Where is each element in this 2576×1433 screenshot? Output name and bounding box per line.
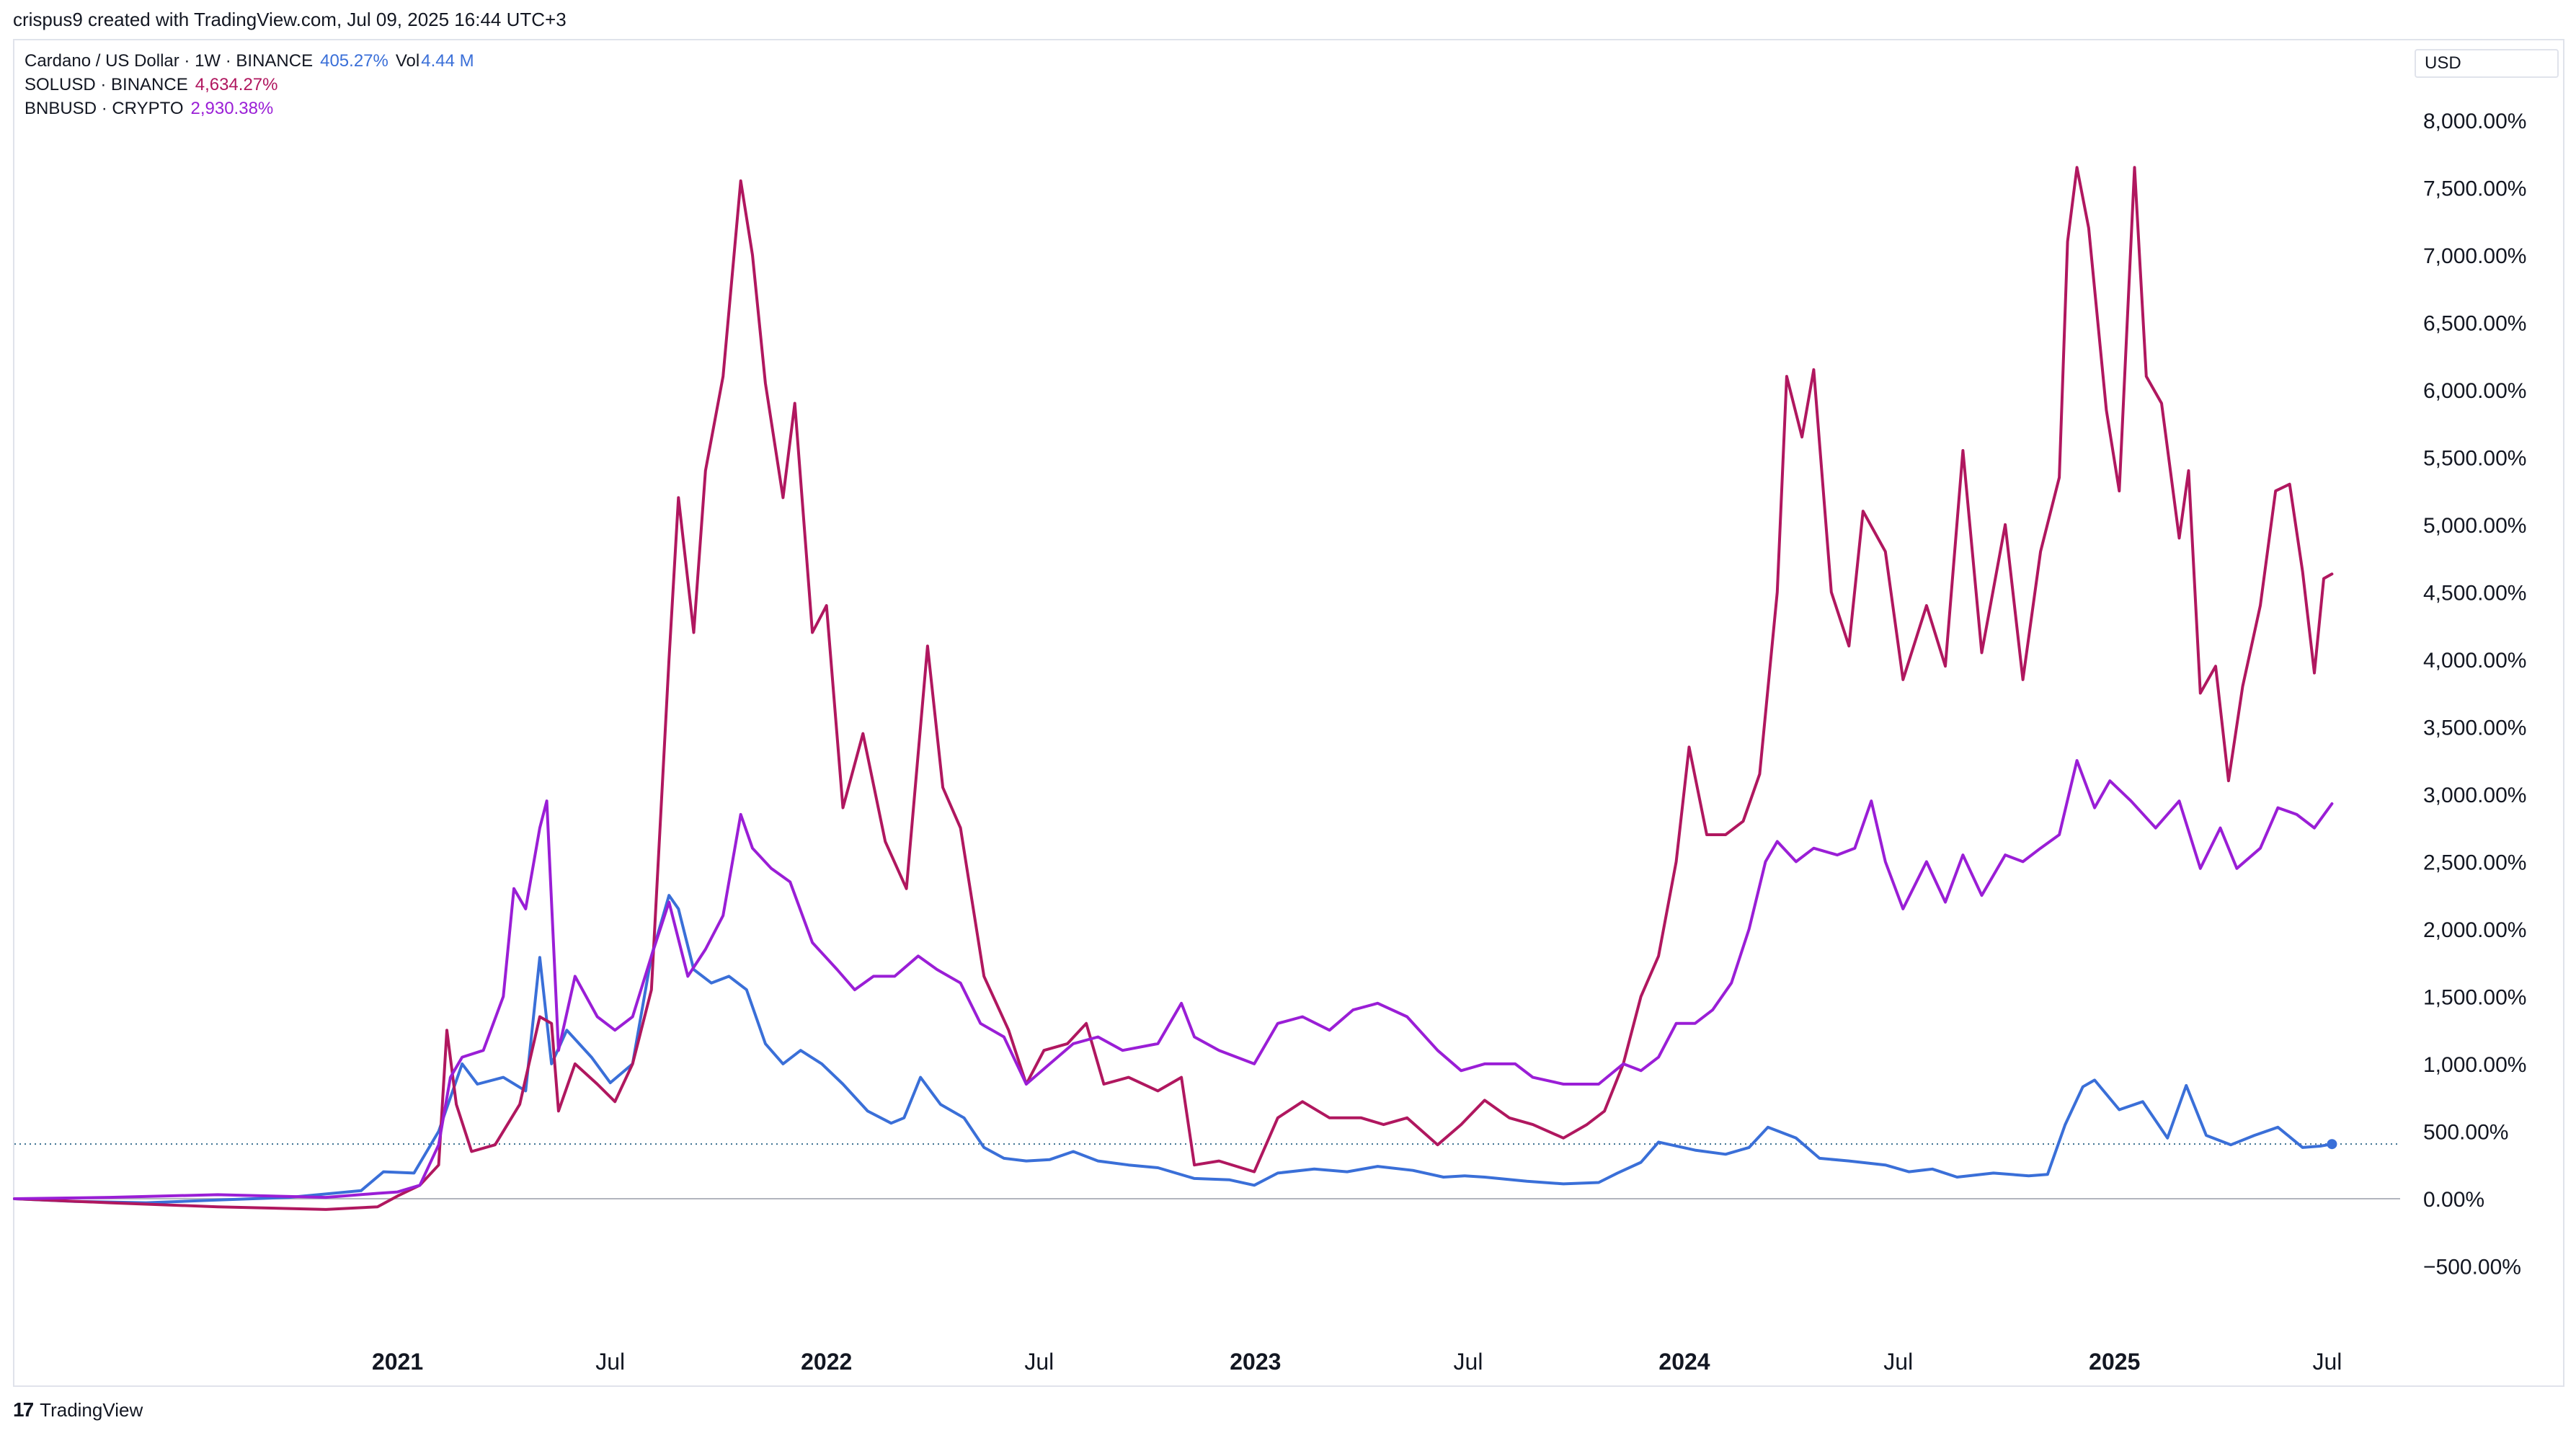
tradingview-brand[interactable]: 17 TradingView <box>13 1398 143 1421</box>
y-tick-label: 7,000.00% <box>2423 244 2526 268</box>
y-tick-label: 8,000.00% <box>2423 110 2526 133</box>
y-tick-label: 3,500.00% <box>2423 716 2526 740</box>
y-tick-label: 4,500.00% <box>2423 581 2526 605</box>
y-axis[interactable]: 8,000.00% 7,500.00% 7,000.00% 6,500.00% 6,00… <box>2423 110 2526 1279</box>
legend-ada-value: 405.27% <box>320 51 388 71</box>
series-line-bnb[interactable] <box>13 759 2334 1200</box>
y-tick-label: 0.00% <box>2423 1188 2484 1212</box>
legend-ada-vol-label: Vol <box>395 51 420 71</box>
x-tick-label: Jul <box>1454 1349 1483 1375</box>
y-tick-label: 1,000.00% <box>2423 1053 2526 1077</box>
x-axis[interactable]: 2021 Jul 2022 Jul 2023 Jul 2024 Jul 2025 Jul <box>372 1349 2342 1375</box>
legend-row-bnb[interactable]: BNBUSD · CRYPTO 2,930.38% <box>25 97 481 120</box>
y-tick-label: 500.00% <box>2423 1120 2508 1144</box>
ada-last-point[interactable] <box>2327 1139 2337 1150</box>
legend: Cardano / US Dollar · 1W · BINANCE 405.27… <box>25 49 481 120</box>
y-tick-label: 5,000.00% <box>2423 514 2526 538</box>
y-tick-label: 1,500.00% <box>2423 985 2526 1009</box>
x-tick-label: 2021 <box>372 1349 423 1375</box>
x-tick-label: 2024 <box>1658 1349 1710 1375</box>
series-line-sol[interactable] <box>13 166 2334 1211</box>
legend-bnb-name: BNBUSD · CRYPTO <box>25 99 184 118</box>
x-tick-label: Jul <box>1024 1349 1054 1375</box>
legend-ada-vol-value: 4.44 M <box>421 51 474 71</box>
y-tick-label: 6,000.00% <box>2423 379 2526 403</box>
series-lines <box>13 166 2337 1211</box>
currency-button[interactable]: USD <box>2415 49 2559 78</box>
legend-sol-value: 4,634.27% <box>195 75 278 94</box>
x-tick-label: 2023 <box>1230 1349 1281 1375</box>
y-tick-label: 5,500.00% <box>2423 446 2526 470</box>
legend-bnb-value: 2,930.38% <box>190 99 274 118</box>
y-tick-label: −500.00% <box>2423 1255 2521 1279</box>
legend-row-ada[interactable]: Cardano / US Dollar · 1W · BINANCE 405.27… <box>25 49 481 73</box>
y-tick-label: 3,000.00% <box>2423 784 2526 807</box>
x-tick-label: Jul <box>595 1349 625 1375</box>
y-tick-label: 4,000.00% <box>2423 649 2526 673</box>
series-line-ada[interactable] <box>13 894 2334 1204</box>
y-tick-label: 2,500.00% <box>2423 851 2526 874</box>
x-tick-label: 2022 <box>801 1349 852 1375</box>
tradingview-logo-icon: 17 <box>13 1398 34 1421</box>
x-tick-label: Jul <box>1883 1349 1913 1375</box>
legend-sol-name: SOLUSD · BINANCE <box>25 75 188 94</box>
legend-row-sol[interactable]: SOLUSD · BINANCE 4,634.27% <box>25 73 481 97</box>
legend-ada-name: Cardano / US Dollar · 1W · BINANCE <box>25 51 314 71</box>
y-tick-label: 6,500.00% <box>2423 311 2526 335</box>
chart-caption: crispus9 created with TradingView.com, J… <box>13 9 567 30</box>
x-tick-label: 2025 <box>2089 1349 2140 1375</box>
x-tick-label: Jul <box>2312 1349 2342 1375</box>
brand-name: TradingView <box>40 1398 143 1421</box>
y-tick-label: 7,500.00% <box>2423 177 2526 200</box>
y-tick-label: 2,000.00% <box>2423 918 2526 942</box>
